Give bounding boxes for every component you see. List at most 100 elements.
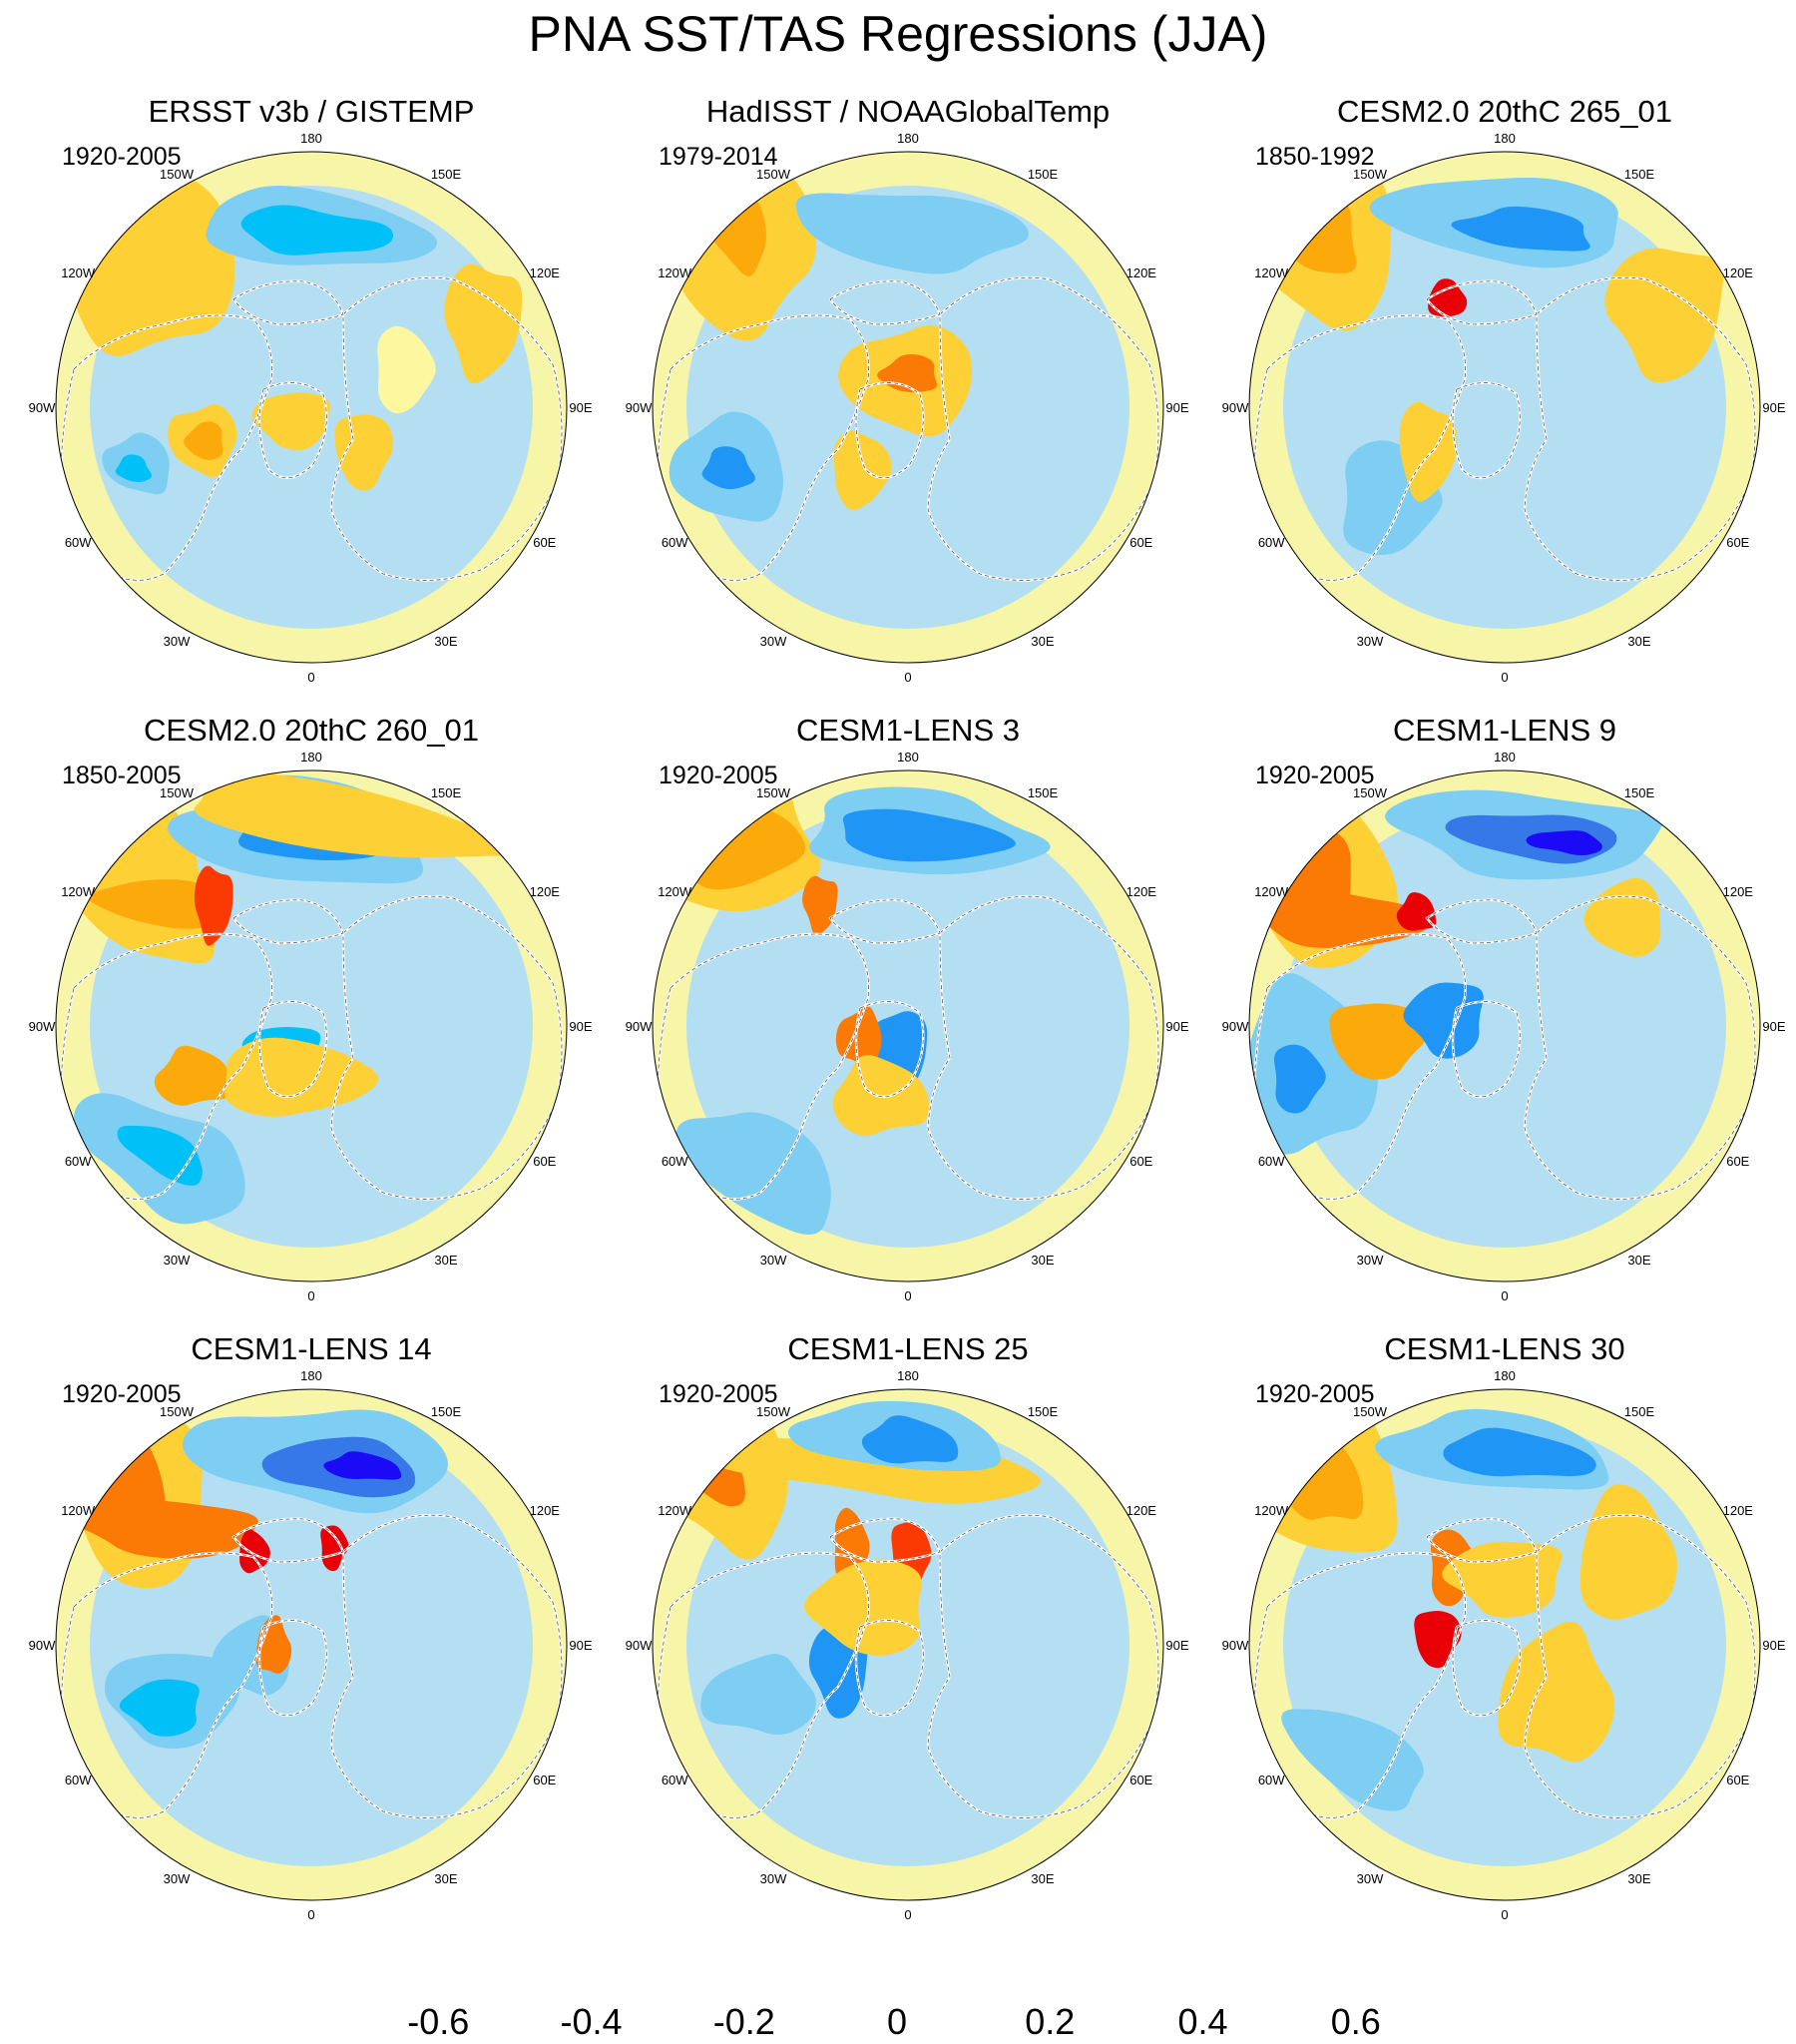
- longitude-label: 150W: [756, 785, 791, 800]
- longitude-label: 120E: [1126, 884, 1157, 899]
- longitude-label: 90W: [1222, 1638, 1249, 1653]
- longitude-label: 30W: [164, 1871, 191, 1886]
- longitude-label: 150E: [431, 785, 462, 800]
- map-panel: 180 150E 120E 90E 60E 30E 0 30W 60W 90W 120W 150W CE…: [611, 711, 1205, 1329]
- polar-map: 180 150E 120E 90E 60E 30E 0 30W 60W 90W 120W 150W: [1222, 1368, 1786, 1922]
- longitude-label: 0: [904, 670, 911, 685]
- coastline-detail: [330, 895, 563, 1200]
- longitude-label: 90E: [1762, 1638, 1785, 1653]
- anomaly-region: [1270, 181, 1357, 273]
- longitude-label: 0: [307, 1288, 314, 1303]
- anomaly-region: [802, 875, 838, 936]
- anomaly-region: [88, 879, 224, 929]
- longitude-label: 60E: [533, 1773, 556, 1788]
- anomaly-region: [240, 205, 394, 256]
- longitude-label: 150E: [1028, 167, 1059, 182]
- longitude-label: 180: [1494, 1368, 1516, 1383]
- anomaly-region: [833, 430, 892, 510]
- longitude-label: 150W: [1353, 167, 1388, 182]
- longitude-label: 180: [300, 131, 322, 146]
- longitude-label: 120E: [1723, 1503, 1754, 1518]
- anomaly-region: [184, 421, 224, 460]
- coastline-detail: [258, 382, 327, 479]
- longitude-label: 150W: [160, 167, 195, 182]
- coastline-detail: [1524, 276, 1756, 581]
- longitude-label: 120W: [658, 265, 692, 280]
- anomaly-region: [194, 770, 522, 858]
- longitude-label: 0: [904, 1907, 911, 1922]
- longitude-label: 90W: [626, 400, 653, 415]
- longitude-label: 60W: [662, 535, 688, 550]
- anomaly-region: [835, 1006, 882, 1069]
- coastline-detail: [232, 280, 344, 325]
- polar-map: 180 150E 120E 90E 60E 30E 0 30W 60W 90W 120W 150W: [1222, 750, 1786, 1303]
- longitude-label: 120W: [1254, 1503, 1289, 1518]
- longitude-label: 30E: [434, 1871, 457, 1886]
- anomaly-region: [804, 1559, 922, 1656]
- longitude-label: 30W: [760, 1253, 787, 1268]
- longitude-label: 60W: [1258, 1773, 1285, 1788]
- colorbar: -0.6 -0.4 -0.2 0 0.2 0.4 0.6: [407, 2001, 1381, 2042]
- anomaly-region: [700, 1654, 816, 1736]
- longitude-label: 120E: [530, 265, 561, 280]
- map-edge: [55, 1388, 568, 1901]
- coastline-detail: [927, 276, 1159, 581]
- anomaly-region: [701, 446, 755, 490]
- longitude-label: 60E: [1129, 1154, 1152, 1169]
- anomaly-region: [194, 865, 233, 946]
- map-edge: [1248, 769, 1761, 1282]
- longitude-label: 120E: [1723, 884, 1754, 899]
- map-panel: 180 150E 120E 90E 60E 30E 0 30W 60W 90W 120W 150W CE…: [14, 711, 609, 1329]
- longitude-label: 150W: [756, 167, 791, 182]
- longitude-label: 30E: [434, 634, 457, 649]
- coastline-detail: [927, 895, 1159, 1200]
- anomaly-region: [224, 1037, 379, 1117]
- longitude-label: 180: [897, 131, 919, 146]
- longitude-label: 120E: [530, 884, 561, 899]
- map-edge: [55, 769, 568, 1282]
- longitude-label: 150W: [160, 785, 195, 800]
- longitude-label: 0: [904, 1288, 911, 1303]
- longitude-label: 120E: [1723, 265, 1754, 280]
- coastline-detail: [258, 1001, 327, 1098]
- anomaly-region: [1428, 278, 1468, 317]
- colorbar-tick-label: 0.6: [1331, 2001, 1381, 2042]
- anomaly-region: [444, 263, 523, 384]
- coastline-detail: [927, 1514, 1159, 1818]
- polar-map: 180 150E 120E 90E 60E 30E 0 30W 60W 90W 120W 150W: [29, 131, 593, 685]
- longitude-label: 30E: [1031, 634, 1054, 649]
- polar-map: 180 150E 120E 90E 60E 30E 0 30W 60W 90W 120W 150W: [626, 1368, 1189, 1922]
- anomaly-region: [1443, 1427, 1596, 1477]
- anomaly-region: [154, 1045, 232, 1106]
- anomaly-region: [115, 454, 152, 483]
- coastline-detail: [232, 899, 344, 944]
- anomaly-region: [323, 1451, 402, 1480]
- map-edge: [652, 151, 1164, 664]
- longitude-label: 120W: [61, 265, 96, 280]
- panel-period: 1920-2005: [62, 1380, 182, 1408]
- longitude-label: 120W: [61, 884, 96, 899]
- longitude-label: 60W: [662, 1154, 688, 1169]
- longitude-label: 90E: [569, 400, 592, 415]
- longitude-label: 120E: [530, 1503, 561, 1518]
- longitude-label: 150W: [160, 1404, 195, 1419]
- longitude-label: 180: [1494, 131, 1516, 146]
- anomaly-region: [61, 1499, 258, 1559]
- longitude-label: 150E: [1624, 785, 1655, 800]
- longitude-label: 90W: [29, 1019, 56, 1034]
- anomaly-region: [1281, 1709, 1424, 1811]
- coastline-detail: [330, 1514, 563, 1818]
- coastline-detail: [1524, 895, 1756, 1200]
- anomaly-region: [795, 193, 1029, 274]
- longitude-label: 120W: [61, 1503, 96, 1518]
- longitude-label: 90E: [1165, 1638, 1188, 1653]
- anomaly-region: [842, 808, 1016, 862]
- longitude-label: 180: [300, 750, 322, 765]
- anomaly-region: [1442, 1541, 1563, 1618]
- longitude-label: 90W: [626, 1638, 653, 1653]
- panel-period: 1979-2014: [659, 143, 778, 171]
- longitude-label: 90W: [1222, 400, 1249, 415]
- anomaly-region: [377, 325, 436, 414]
- map-edge: [55, 151, 568, 664]
- panel-title: ERSST v3b / GISTEMP: [148, 94, 475, 129]
